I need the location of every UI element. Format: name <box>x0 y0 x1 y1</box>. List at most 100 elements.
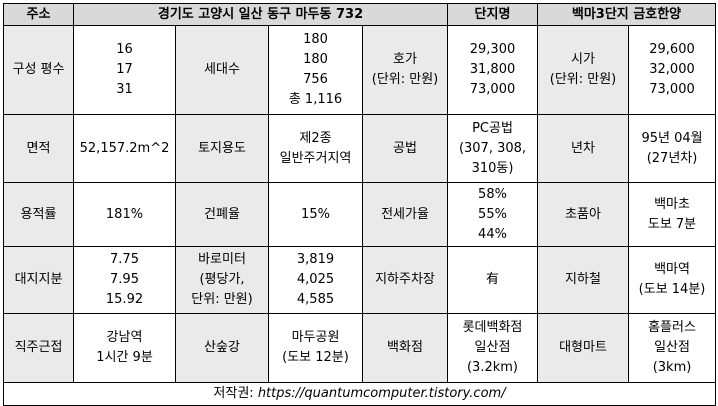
cell-line: 756 <box>303 72 328 87</box>
cell-line: 호가 <box>393 52 417 67</box>
label-cell: 공법 <box>362 114 448 183</box>
table-row: 구성 평수 16 17 31 세대수 180 180 756 총 1,116 호가 (단위: 만원)… <box>3 25 717 115</box>
cell-line: 52,157.2m^2 <box>79 140 170 156</box>
name-label: 단지명 <box>447 3 538 26</box>
cell-line: 건폐율 <box>204 206 240 222</box>
cell-line: 73,000 <box>469 82 516 97</box>
value-cell: 52,157.2m^2 <box>73 114 176 183</box>
cell-line: 롯데백화점 <box>462 320 523 335</box>
cell-line: (3.2km) <box>466 360 518 375</box>
cell-line: 공법 <box>393 140 417 156</box>
label-cell: 백화점 <box>362 313 448 383</box>
cell-line: 전세가율 <box>381 206 429 222</box>
cell-line: 지하철 <box>565 272 601 287</box>
cell-line: 4,585 <box>296 292 335 307</box>
value-cell: 마두공원 (도보 12분) <box>268 313 363 383</box>
label-cell: 지하철 <box>537 246 629 314</box>
cell-line: 마두공원 <box>291 330 340 345</box>
cell-line: 3,819 <box>296 252 335 267</box>
cell-line: 백마역 <box>654 262 690 277</box>
cell-line: 세대수 <box>204 62 240 77</box>
copyright-url: https://quantumcomputer.tistory.com/ <box>257 386 506 401</box>
value-cell: 3,819 4,025 4,585 <box>268 246 363 314</box>
footer-row: 저작권: https://quantumcomputer.tistory.com… <box>2 382 717 406</box>
cell-line: 58% <box>478 186 507 202</box>
label-cell: 직주근접 <box>3 313 74 383</box>
cell-line: (도보 14분) <box>638 282 706 297</box>
cell-line: 단위: 만원) <box>191 292 253 307</box>
value-cell: 16 17 31 <box>73 25 176 115</box>
cell-line: 29,300 <box>469 42 516 57</box>
cell-line: 16 <box>116 42 133 57</box>
label-cell: 세대수 <box>175 25 269 115</box>
cell-line: 토지용도 <box>198 140 246 156</box>
cell-line: 31 <box>116 82 133 97</box>
cell-line: 면적 <box>26 140 51 156</box>
table-row: 대지지분 7.75 7.95 15.92 바로미터 (평당가, 단위: 만원) 3,819 4,… <box>3 246 717 314</box>
cell-line: 4,025 <box>296 272 335 287</box>
cell-line: (27년차) <box>646 150 698 166</box>
cell-line: 총 1,116 <box>288 92 343 107</box>
cell-line: 일산점 <box>474 340 511 355</box>
footer-cell: 저작권: https://quantumcomputer.tistory.com… <box>2 382 717 406</box>
cell-line: 년차 <box>571 140 595 156</box>
table-row: 용적률 181% 건폐율 15% 전세가율 58% 55% 44% 초품아 백마초 도보 7분 <box>3 182 717 247</box>
label-cell: 년차 <box>537 114 629 183</box>
cell-line: 29,600 <box>649 42 695 57</box>
complex-name: 백마3단지 금호한양 <box>536 3 717 26</box>
cell-line: (307, 308, <box>458 140 527 156</box>
cell-line: 15.92 <box>105 292 144 307</box>
value-cell: 181% <box>73 182 176 247</box>
label-cell: 산숲강 <box>175 313 269 383</box>
cell-line: 대형마트 <box>559 340 607 355</box>
cell-line: 7.75 <box>110 252 139 267</box>
cell-line: 구성 평수 <box>12 62 65 77</box>
cell-line: 초품아 <box>565 206 601 222</box>
label-cell: 호가 (단위: 만원) <box>362 25 448 115</box>
cell-line: (평당가, <box>199 272 245 287</box>
value-cell: 29,300 31,800 73,000 <box>447 25 538 115</box>
cell-line: 백화점 <box>387 340 423 355</box>
cell-line: 15% <box>301 206 330 222</box>
cell-line: 73,000 <box>649 82 695 97</box>
cell-line: 홈플러스 <box>648 320 696 335</box>
cell-line: 시가 <box>571 52 595 67</box>
cell-line: 일반주거지역 <box>279 150 352 166</box>
label-cell: 건폐율 <box>175 182 269 247</box>
cell-line: 대지지분 <box>14 272 63 287</box>
value-cell: 95년 04월 (27년차) <box>627 114 717 183</box>
value-cell: 7.75 7.95 15.92 <box>73 246 176 314</box>
label-cell: 토지용도 <box>175 114 269 183</box>
info-table: 주소 경기도 고양시 일산 동구 마두동 732 단지명 백마3단지 금호한양 … <box>2 3 717 406</box>
cell-line: 일산점 <box>654 340 690 355</box>
value-cell: 백마역 (도보 14분) <box>627 246 717 314</box>
cell-line: 181% <box>105 206 144 222</box>
label-cell: 바로미터 (평당가, 단위: 만원) <box>175 246 269 314</box>
cell-line: 95년 04월 <box>641 130 703 146</box>
cell-line: (3km) <box>652 360 692 375</box>
cell-line: 용적률 <box>20 206 57 222</box>
label-cell: 대지지분 <box>3 246 74 314</box>
copyright-label: 저작권: <box>213 386 254 401</box>
cell-line: 산숲강 <box>204 340 240 355</box>
cell-line: 180 <box>303 52 328 67</box>
address-label: 주소 <box>3 3 74 26</box>
label-cell: 면적 <box>3 114 74 183</box>
cell-line: 55% <box>478 206 507 222</box>
value-cell: 강남역 1시간 9분 <box>73 313 176 383</box>
cell-line: 바로미터 <box>198 252 246 267</box>
cell-line: 강남역 <box>106 330 143 345</box>
cell-line: (단위: 만원) <box>549 72 617 87</box>
cell-line: PC공법 <box>472 120 513 136</box>
label-cell: 구성 평수 <box>3 25 74 115</box>
value-cell: 백마초 도보 7분 <box>627 182 717 247</box>
cell-line: 31,800 <box>469 62 516 77</box>
cell-line: 1시간 9분 <box>96 350 153 365</box>
cell-line: 310동) <box>471 160 514 176</box>
cell-line: (단위: 만원) <box>371 72 439 87</box>
cell-line: 도보 7분 <box>647 216 697 232</box>
table-body: 주소 경기도 고양시 일산 동구 마두동 732 단지명 백마3단지 금호한양 … <box>2 3 717 406</box>
